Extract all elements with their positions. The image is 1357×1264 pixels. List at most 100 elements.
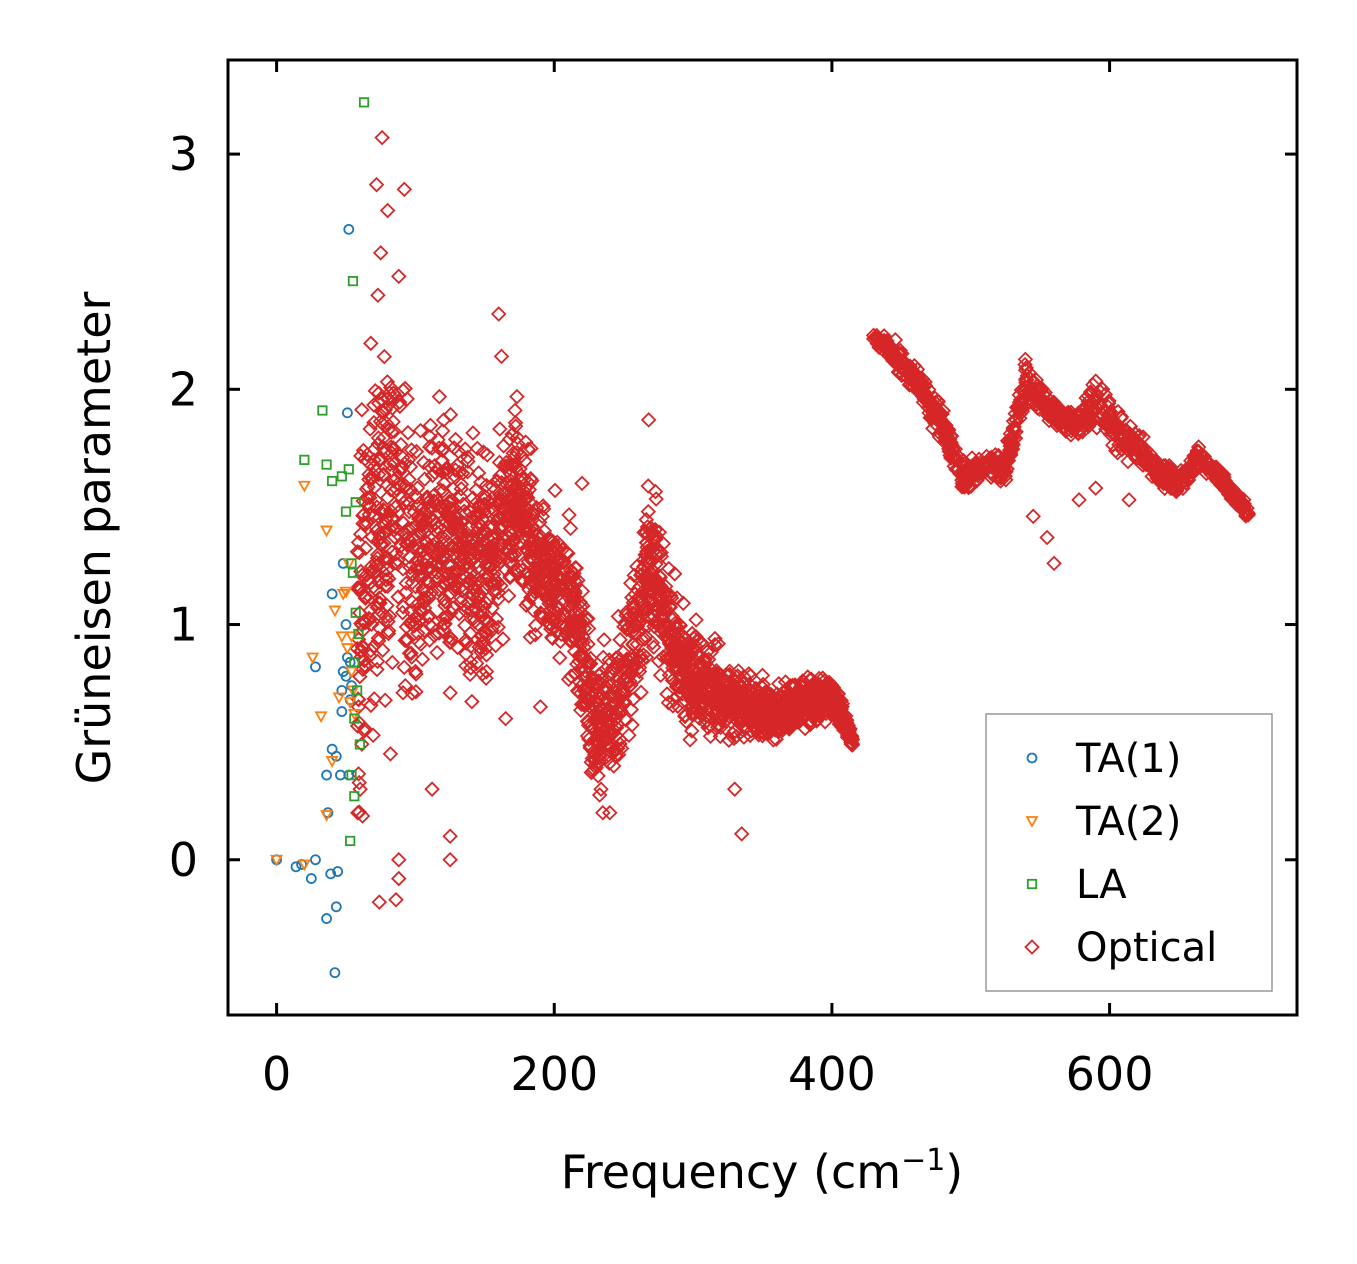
point-optical: [493, 578, 509, 594]
point-optical: [1160, 478, 1177, 495]
point-optical: [404, 520, 420, 537]
point-optical: [450, 443, 467, 460]
point-optical: [594, 702, 610, 719]
point-optical: [434, 498, 450, 515]
point-optical: [397, 477, 413, 494]
point-optical: [529, 534, 546, 550]
point-ta2: [314, 711, 328, 724]
point-optical: [445, 600, 461, 616]
point-optical: [1047, 408, 1064, 425]
point-optical: [1045, 400, 1061, 417]
x-tick-label: 0: [262, 1047, 291, 1101]
point-optical: [468, 655, 485, 672]
point-optical: [1200, 459, 1216, 476]
point-optical: [475, 546, 492, 562]
point-optical: [449, 457, 465, 474]
point-optical: [436, 591, 452, 607]
point-optical: [1092, 397, 1108, 414]
series-optical: [349, 129, 1257, 910]
point-optical: [476, 624, 493, 641]
point-optical: [622, 575, 639, 592]
point-optical: [522, 629, 539, 645]
point-optical: [368, 558, 384, 574]
point-optical: [564, 621, 580, 638]
point-optical: [393, 436, 409, 453]
point-optical: [512, 511, 529, 528]
point-optical: [754, 713, 771, 730]
point-ta2: [320, 525, 334, 538]
point-optical: [605, 721, 621, 737]
point-optical: [378, 415, 395, 432]
point-optical: [609, 740, 626, 757]
point-optical: [459, 449, 476, 466]
point-optical: [652, 608, 669, 625]
point-ta1: [321, 769, 332, 781]
point-optical: [465, 425, 481, 441]
point-optical: [532, 605, 549, 621]
point-optical: [510, 435, 526, 452]
point-optical: [702, 710, 718, 726]
point-ta2: [345, 666, 359, 679]
point-ta2: [297, 480, 311, 493]
point-optical: [602, 804, 618, 821]
point-optical: [463, 638, 479, 655]
point-optical: [511, 521, 527, 538]
point-optical: [398, 631, 415, 647]
point-optical: [419, 609, 436, 625]
point-optical: [762, 687, 778, 704]
point-optical: [707, 630, 723, 647]
point-optical: [1098, 421, 1114, 437]
point-optical: [630, 652, 646, 668]
point-optical: [362, 421, 378, 437]
point-optical: [372, 536, 389, 553]
point-optical: [743, 682, 759, 699]
point-optical: [545, 545, 562, 562]
point-optical: [590, 768, 606, 784]
point-optical: [688, 612, 704, 628]
point-optical: [587, 751, 604, 768]
point-optical: [458, 554, 475, 571]
point-optical: [696, 654, 713, 670]
point-optical: [447, 431, 464, 448]
point-optical: [742, 668, 759, 684]
point-optical: [423, 619, 440, 635]
point-optical: [637, 547, 653, 563]
point-optical: [436, 622, 452, 639]
point-optical: [368, 176, 385, 193]
point-ta1: [336, 706, 348, 717]
point-optical: [506, 449, 522, 466]
point-optical: [391, 394, 408, 410]
point-optical: [631, 659, 648, 676]
point-optical: [726, 781, 743, 797]
point-optical: [374, 536, 391, 553]
point-optical: [616, 618, 632, 635]
point-optical: [921, 405, 937, 421]
point-optical: [470, 572, 486, 588]
point-optical: [419, 535, 435, 551]
point-optical: [754, 727, 771, 744]
point-optical: [904, 377, 920, 394]
point-ta1: [290, 861, 302, 873]
point-la: [299, 454, 310, 465]
point-optical: [470, 515, 486, 532]
point-optical: [634, 561, 651, 578]
point-optical: [688, 628, 704, 645]
point-optical: [587, 693, 604, 710]
point-optical: [1109, 444, 1126, 461]
point-optical: [716, 681, 733, 698]
axis-ticks: [228, 60, 1297, 1015]
point-ta1: [340, 619, 352, 630]
point-optical: [702, 728, 719, 745]
point-optical: [427, 516, 444, 532]
point-optical: [383, 439, 399, 455]
point-optical: [696, 695, 712, 711]
point-optical: [1150, 465, 1166, 482]
point-optical: [518, 565, 534, 582]
point-optical: [370, 287, 386, 303]
point-la: [349, 657, 360, 668]
point-optical: [647, 614, 663, 631]
point-optical: [672, 617, 689, 634]
point-optical: [372, 245, 389, 261]
point-optical: [1175, 464, 1191, 480]
point-optical: [409, 559, 425, 576]
